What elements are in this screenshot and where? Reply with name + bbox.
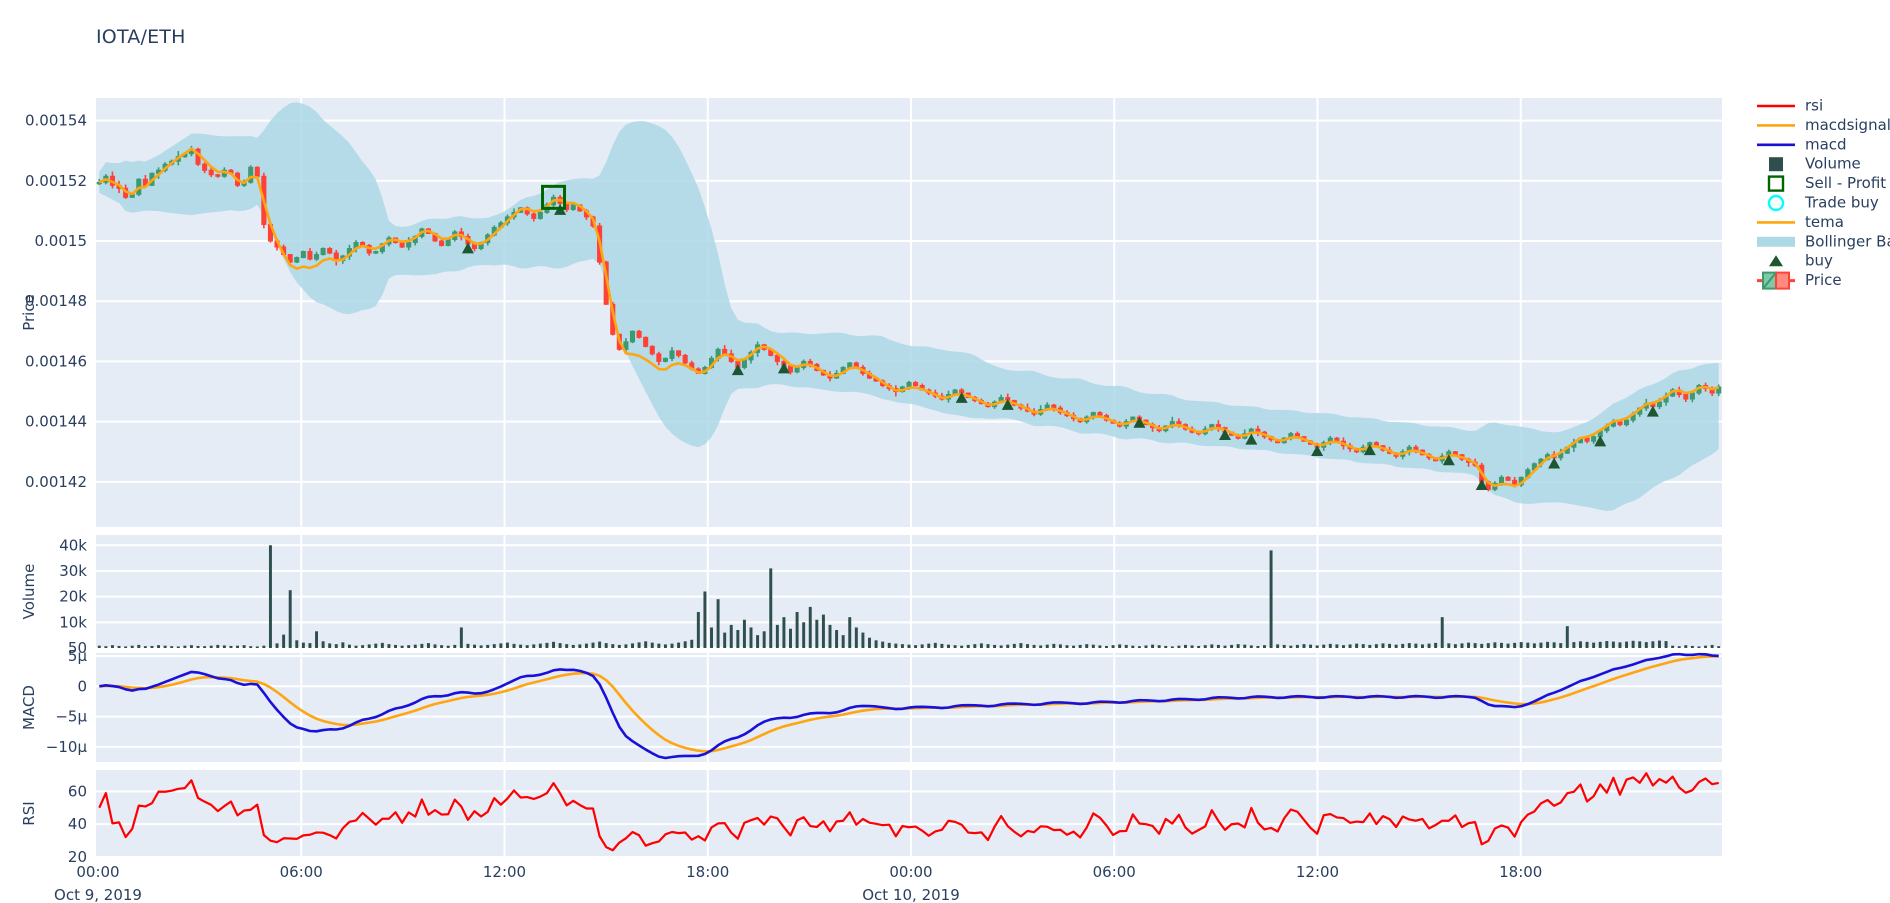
y-tick-label: 30k — [59, 562, 87, 580]
y-axes: 0.00154 0.00152 0.0015 0.00148 0.00146 0.0014… — [20, 112, 1722, 866]
volume-bars — [97, 545, 1721, 648]
x-axis-day-label: Oct 9, 2019 — [54, 886, 142, 903]
buy-marker[interactable] — [1218, 429, 1231, 441]
axis-title-price: Price — [20, 294, 38, 331]
y-tick-label: 60 — [68, 782, 87, 800]
legend-label: Sell - Profit — [1805, 174, 1886, 192]
legend-item-rsi[interactable]: rsi — [1757, 97, 1823, 115]
legend-item-bollinger-band[interactable]: Bollinger Band — [1757, 232, 1890, 250]
axis-title-volume: Volume — [20, 564, 38, 620]
sell-profit-markers[interactable] — [541, 184, 567, 210]
y-tick-label: 0.00146 — [25, 352, 87, 370]
legend-label: rsi — [1805, 97, 1823, 115]
legend-hollow-square-swatch — [1767, 175, 1785, 192]
buy-marker[interactable] — [1363, 444, 1376, 456]
buy-markers[interactable] — [461, 203, 1659, 490]
rsi-line — [98, 772, 1719, 852]
chart-title: IOTA/ETH — [96, 26, 186, 48]
x-tick-label: 00:00 — [889, 863, 932, 881]
legend-label: macdsignal — [1805, 116, 1890, 134]
y-tick-label: 10k — [59, 613, 87, 631]
x-tick-label: 06:00 — [280, 863, 323, 881]
legend-candlestick-swatch — [1757, 271, 1795, 290]
bollinger-band — [99, 102, 1719, 512]
y-tick-label: 5μ — [68, 647, 88, 665]
buy-marker[interactable] — [1594, 435, 1607, 447]
legend-label: tema — [1805, 213, 1844, 231]
x-tick-label: 12:00 — [483, 863, 526, 881]
x-tick-label: 18:00 — [1499, 863, 1542, 881]
buy-marker[interactable] — [1001, 398, 1014, 410]
y-tick-label: 20k — [59, 588, 87, 606]
legend-label: Trade buy — [1804, 194, 1879, 212]
x-tick-label: 18:00 — [686, 863, 729, 881]
legend-triangle-swatch — [1769, 255, 1783, 267]
legend-label: buy — [1805, 252, 1833, 270]
buy-marker[interactable] — [955, 391, 968, 403]
plot-bg-volume — [96, 535, 1722, 648]
legend-label: Volume — [1805, 155, 1861, 173]
y-tick-label: 40k — [59, 536, 87, 554]
y-tick-label: 0.00148 — [25, 292, 87, 310]
legend-label: Bollinger Band — [1805, 232, 1890, 250]
x-tick-label: 00:00 — [76, 863, 119, 881]
legend-item-buy[interactable]: buy — [1769, 252, 1833, 270]
legend-item-macdsignal[interactable]: macdsignal — [1757, 116, 1890, 134]
legend-item-price[interactable]: Price — [1757, 271, 1842, 290]
x-axis-day-label: Oct 10, 2019 — [862, 886, 960, 903]
legend-circle-swatch — [1767, 194, 1785, 212]
axis-title-rsi: RSI — [20, 801, 38, 825]
y-tick-label: 40 — [68, 815, 87, 833]
buy-marker[interactable] — [777, 362, 790, 374]
plot-bg-rsi — [96, 770, 1722, 857]
buy-marker[interactable] — [1475, 478, 1488, 490]
buy-marker[interactable] — [1442, 454, 1455, 466]
buy-marker[interactable] — [1133, 416, 1146, 428]
buy-marker[interactable] — [1245, 433, 1258, 445]
y-tick-label: 0.00142 — [25, 473, 87, 491]
legend-item-trade-buy[interactable]: Trade buy — [1767, 194, 1879, 212]
legend-item-tema[interactable]: tema — [1757, 213, 1844, 231]
y-tick-label: −10μ — [46, 738, 88, 756]
buy-marker[interactable] — [461, 242, 474, 254]
x-axis-labels: 00:00 06:00 12:00 18:00 00:00 06:00 12:00 18:00… — [54, 863, 1542, 903]
y-tick-label: 20 — [68, 848, 87, 866]
y-tick-label: 0.00144 — [25, 413, 87, 431]
y-tick-label: 50 — [68, 639, 87, 657]
axis-title-macd: MACD — [20, 685, 38, 730]
legend-band-swatch — [1757, 236, 1795, 247]
legend-label: macd — [1805, 135, 1847, 153]
macd-lines — [99, 652, 1719, 760]
y-tick-label: 0 — [77, 677, 87, 695]
buy-marker[interactable] — [1646, 405, 1659, 417]
y-tick-label: 0.00152 — [25, 172, 87, 190]
legend-square-swatch — [1769, 157, 1783, 172]
legend-label: Price — [1805, 271, 1842, 289]
legend-item-macd[interactable]: macd — [1757, 135, 1847, 153]
legend-item-volume[interactable]: Volume — [1769, 155, 1861, 173]
x-tick-label: 12:00 — [1296, 863, 1339, 881]
y-tick-label: 0.00154 — [25, 112, 87, 130]
buy-marker[interactable] — [1548, 457, 1561, 469]
buy-marker[interactable] — [1311, 444, 1324, 456]
y-tick-label: 0.0015 — [35, 232, 88, 250]
x-tick-label: 06:00 — [1093, 863, 1136, 881]
legend-item-sell-profit[interactable]: Sell - Profit — [1767, 174, 1886, 192]
sell-profit-marker[interactable] — [541, 184, 567, 210]
y-tick-label: −5μ — [55, 708, 87, 726]
buy-marker[interactable] — [731, 364, 744, 376]
